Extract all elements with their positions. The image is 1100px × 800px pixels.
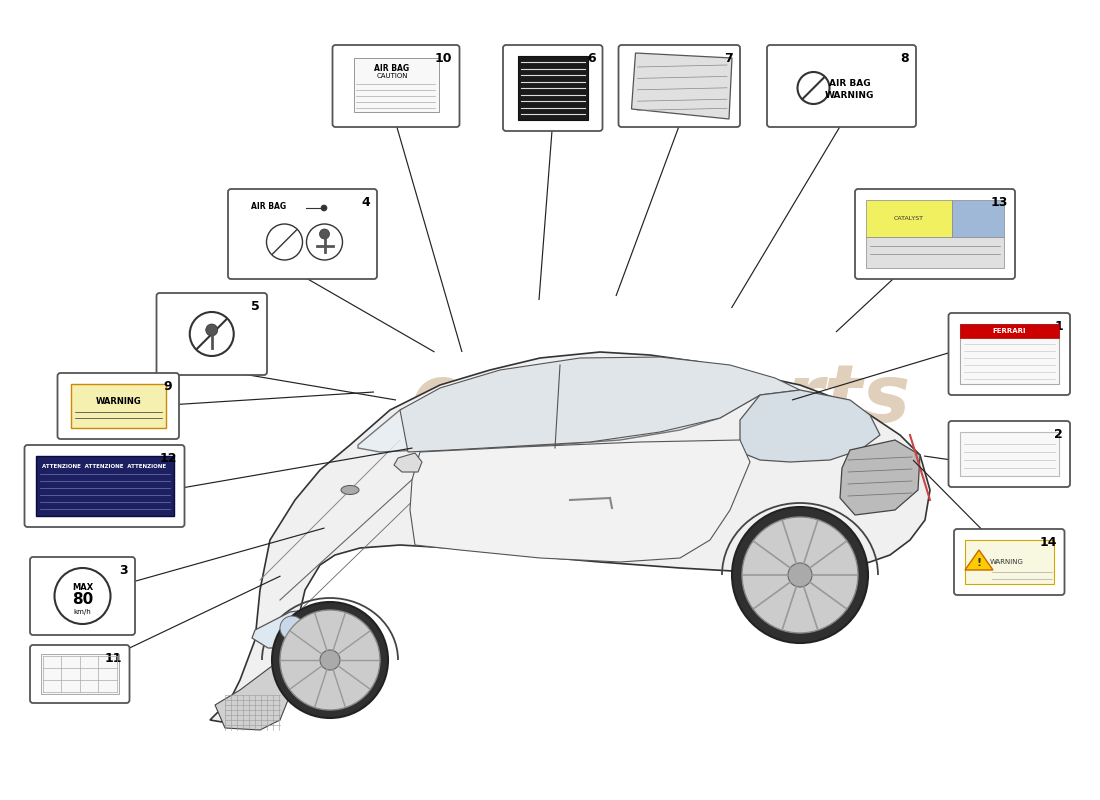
FancyBboxPatch shape bbox=[156, 293, 267, 375]
Polygon shape bbox=[400, 357, 800, 452]
FancyBboxPatch shape bbox=[57, 373, 179, 439]
Polygon shape bbox=[394, 453, 422, 472]
FancyBboxPatch shape bbox=[24, 445, 185, 527]
FancyBboxPatch shape bbox=[618, 45, 740, 127]
Text: 10: 10 bbox=[434, 52, 452, 65]
FancyBboxPatch shape bbox=[503, 45, 603, 131]
Text: 2: 2 bbox=[1054, 428, 1063, 441]
Text: 6: 6 bbox=[587, 52, 595, 65]
Text: AIR BAG: AIR BAG bbox=[828, 78, 870, 87]
Polygon shape bbox=[840, 440, 920, 515]
Circle shape bbox=[280, 610, 380, 710]
Text: ATTENZIONE  ATTENZIONE  ATTENZIONE: ATTENZIONE ATTENZIONE ATTENZIONE bbox=[43, 463, 166, 469]
Circle shape bbox=[788, 563, 812, 587]
FancyBboxPatch shape bbox=[228, 189, 377, 279]
Text: MAX: MAX bbox=[72, 583, 94, 593]
Bar bbox=[952, 200, 1004, 238]
Polygon shape bbox=[358, 360, 760, 452]
Circle shape bbox=[320, 650, 340, 670]
Text: !: ! bbox=[977, 558, 981, 568]
Circle shape bbox=[321, 205, 327, 211]
Text: CAUTION: CAUTION bbox=[376, 73, 408, 79]
Polygon shape bbox=[210, 352, 929, 725]
Text: 12: 12 bbox=[160, 452, 177, 465]
FancyBboxPatch shape bbox=[954, 529, 1065, 595]
FancyBboxPatch shape bbox=[30, 645, 130, 703]
Bar bbox=[866, 200, 952, 238]
Polygon shape bbox=[631, 53, 732, 119]
Text: 4: 4 bbox=[361, 196, 370, 209]
Bar bbox=[41, 654, 119, 694]
Text: FERRARI: FERRARI bbox=[992, 328, 1026, 334]
Text: AIR BAG: AIR BAG bbox=[251, 202, 286, 211]
Text: 3: 3 bbox=[120, 564, 128, 577]
Bar bbox=[959, 324, 1059, 384]
Ellipse shape bbox=[341, 486, 359, 494]
Text: 80: 80 bbox=[72, 593, 94, 607]
Text: 9: 9 bbox=[164, 380, 172, 393]
Bar bbox=[965, 540, 1054, 584]
Text: a passion for parts 196: a passion for parts 196 bbox=[446, 463, 830, 497]
Text: 13: 13 bbox=[991, 196, 1008, 209]
Bar bbox=[959, 432, 1059, 476]
Circle shape bbox=[206, 324, 218, 336]
Bar bbox=[35, 456, 174, 516]
Circle shape bbox=[732, 507, 868, 643]
Polygon shape bbox=[410, 440, 750, 562]
Text: 1: 1 bbox=[1054, 320, 1063, 333]
Circle shape bbox=[272, 602, 388, 718]
Polygon shape bbox=[214, 660, 288, 730]
Bar bbox=[70, 384, 166, 428]
Text: eurooparts: eurooparts bbox=[410, 361, 910, 439]
FancyBboxPatch shape bbox=[30, 557, 135, 635]
FancyBboxPatch shape bbox=[855, 189, 1015, 279]
FancyBboxPatch shape bbox=[332, 45, 460, 127]
Text: 11: 11 bbox=[104, 652, 122, 665]
Polygon shape bbox=[740, 390, 880, 462]
Circle shape bbox=[319, 229, 330, 239]
Text: WARNING: WARNING bbox=[825, 90, 874, 99]
Text: AIR BAG: AIR BAG bbox=[374, 64, 409, 73]
Circle shape bbox=[280, 616, 304, 640]
Polygon shape bbox=[252, 608, 330, 648]
Bar bbox=[959, 324, 1059, 338]
Circle shape bbox=[742, 517, 858, 633]
Text: WARNING: WARNING bbox=[96, 398, 141, 406]
Bar bbox=[518, 56, 587, 120]
FancyBboxPatch shape bbox=[767, 45, 916, 127]
Bar bbox=[866, 238, 1004, 268]
Text: km/h: km/h bbox=[74, 609, 91, 615]
Text: 7: 7 bbox=[724, 52, 733, 65]
Text: 8: 8 bbox=[901, 52, 909, 65]
Polygon shape bbox=[965, 550, 993, 570]
FancyBboxPatch shape bbox=[948, 421, 1070, 487]
Text: 5: 5 bbox=[251, 300, 260, 313]
Text: 14: 14 bbox=[1040, 536, 1057, 549]
Text: WARNING: WARNING bbox=[990, 559, 1024, 565]
Bar bbox=[353, 58, 439, 112]
Text: CATALYST: CATALYST bbox=[894, 216, 924, 222]
FancyBboxPatch shape bbox=[948, 313, 1070, 395]
